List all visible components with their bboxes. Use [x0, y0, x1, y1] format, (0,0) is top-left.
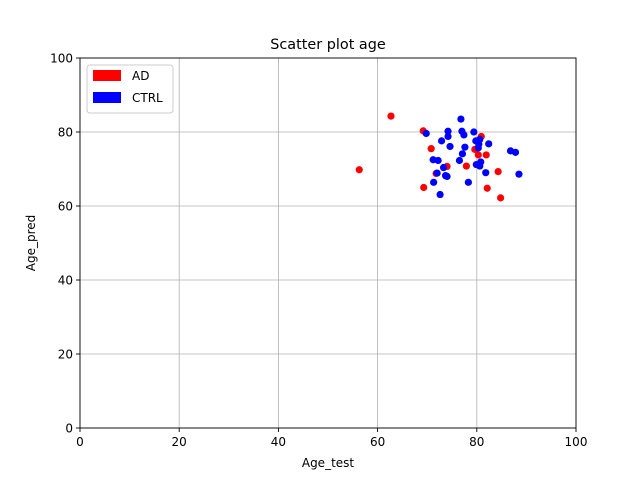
data-point-ad: [482, 151, 490, 159]
y-tick-label: 40: [58, 273, 73, 287]
data-point-ctrl: [460, 131, 468, 139]
x-tick-label: 100: [565, 435, 588, 449]
data-point-ctrl: [476, 135, 484, 143]
data-point-ctrl: [458, 150, 467, 158]
data-point-ad: [427, 145, 435, 153]
data-points: [355, 112, 523, 202]
data-point-ad: [497, 194, 505, 202]
plot-area-frame: [79, 57, 577, 429]
x-tick-label: 80: [469, 435, 484, 449]
data-point-ctrl: [444, 127, 452, 135]
chart-title: Scatter plot age: [270, 37, 386, 53]
y-tick-label: 20: [58, 347, 73, 361]
data-point-ad: [483, 184, 491, 192]
data-point-ad: [387, 112, 395, 120]
data-point-ctrl: [461, 143, 469, 151]
data-point-ctrl: [434, 156, 442, 165]
data-point-ctrl: [422, 129, 430, 138]
data-point-ctrl: [464, 178, 472, 186]
data-point-ctrl: [433, 169, 441, 177]
legend: AD CTRL: [86, 64, 174, 114]
data-point-ctrl: [436, 190, 444, 199]
x-tick-label: 60: [370, 435, 385, 449]
legend-label-ad: AD: [132, 69, 149, 83]
legend-swatch-ctrl: [93, 92, 121, 103]
grid: [79, 57, 577, 429]
data-point-ctrl: [457, 115, 465, 123]
legend-label-ctrl: CTRL: [132, 91, 163, 105]
data-point-ad: [462, 162, 470, 170]
data-point-ctrl: [443, 172, 451, 180]
data-point-ctrl: [437, 137, 446, 145]
x-tick-label: 20: [172, 435, 187, 449]
x-tick-label: 0: [76, 435, 84, 449]
data-point-ctrl: [511, 148, 520, 156]
y-axis-label: Age_pred: [24, 215, 38, 272]
data-point-ctrl: [439, 163, 448, 172]
legend-swatch-ad: [93, 70, 121, 81]
data-point-ad: [494, 167, 502, 176]
data-point-ctrl: [470, 128, 478, 136]
data-point-ctrl: [444, 132, 452, 141]
x-axis-label: Age_test: [302, 456, 355, 470]
axis-ticks: 0 20 40 60 80 100 0 20 40 60 80 100: [50, 51, 587, 449]
data-point-ad: [420, 183, 428, 192]
y-tick-label: 60: [58, 199, 73, 213]
y-tick-label: 100: [50, 51, 73, 65]
data-point-ctrl: [455, 156, 464, 165]
data-point-ctrl: [515, 170, 523, 178]
y-tick-label: 80: [58, 125, 73, 139]
data-point-ad: [474, 151, 482, 159]
data-point-ctrl: [446, 142, 454, 151]
data-point-ad: [355, 166, 363, 174]
y-tick-label: 0: [65, 421, 73, 435]
data-point-ctrl: [430, 178, 438, 186]
data-point-ctrl: [477, 158, 485, 166]
x-tick-label: 40: [271, 435, 286, 449]
data-point-ctrl: [485, 140, 493, 148]
data-point-ctrl: [482, 169, 490, 177]
